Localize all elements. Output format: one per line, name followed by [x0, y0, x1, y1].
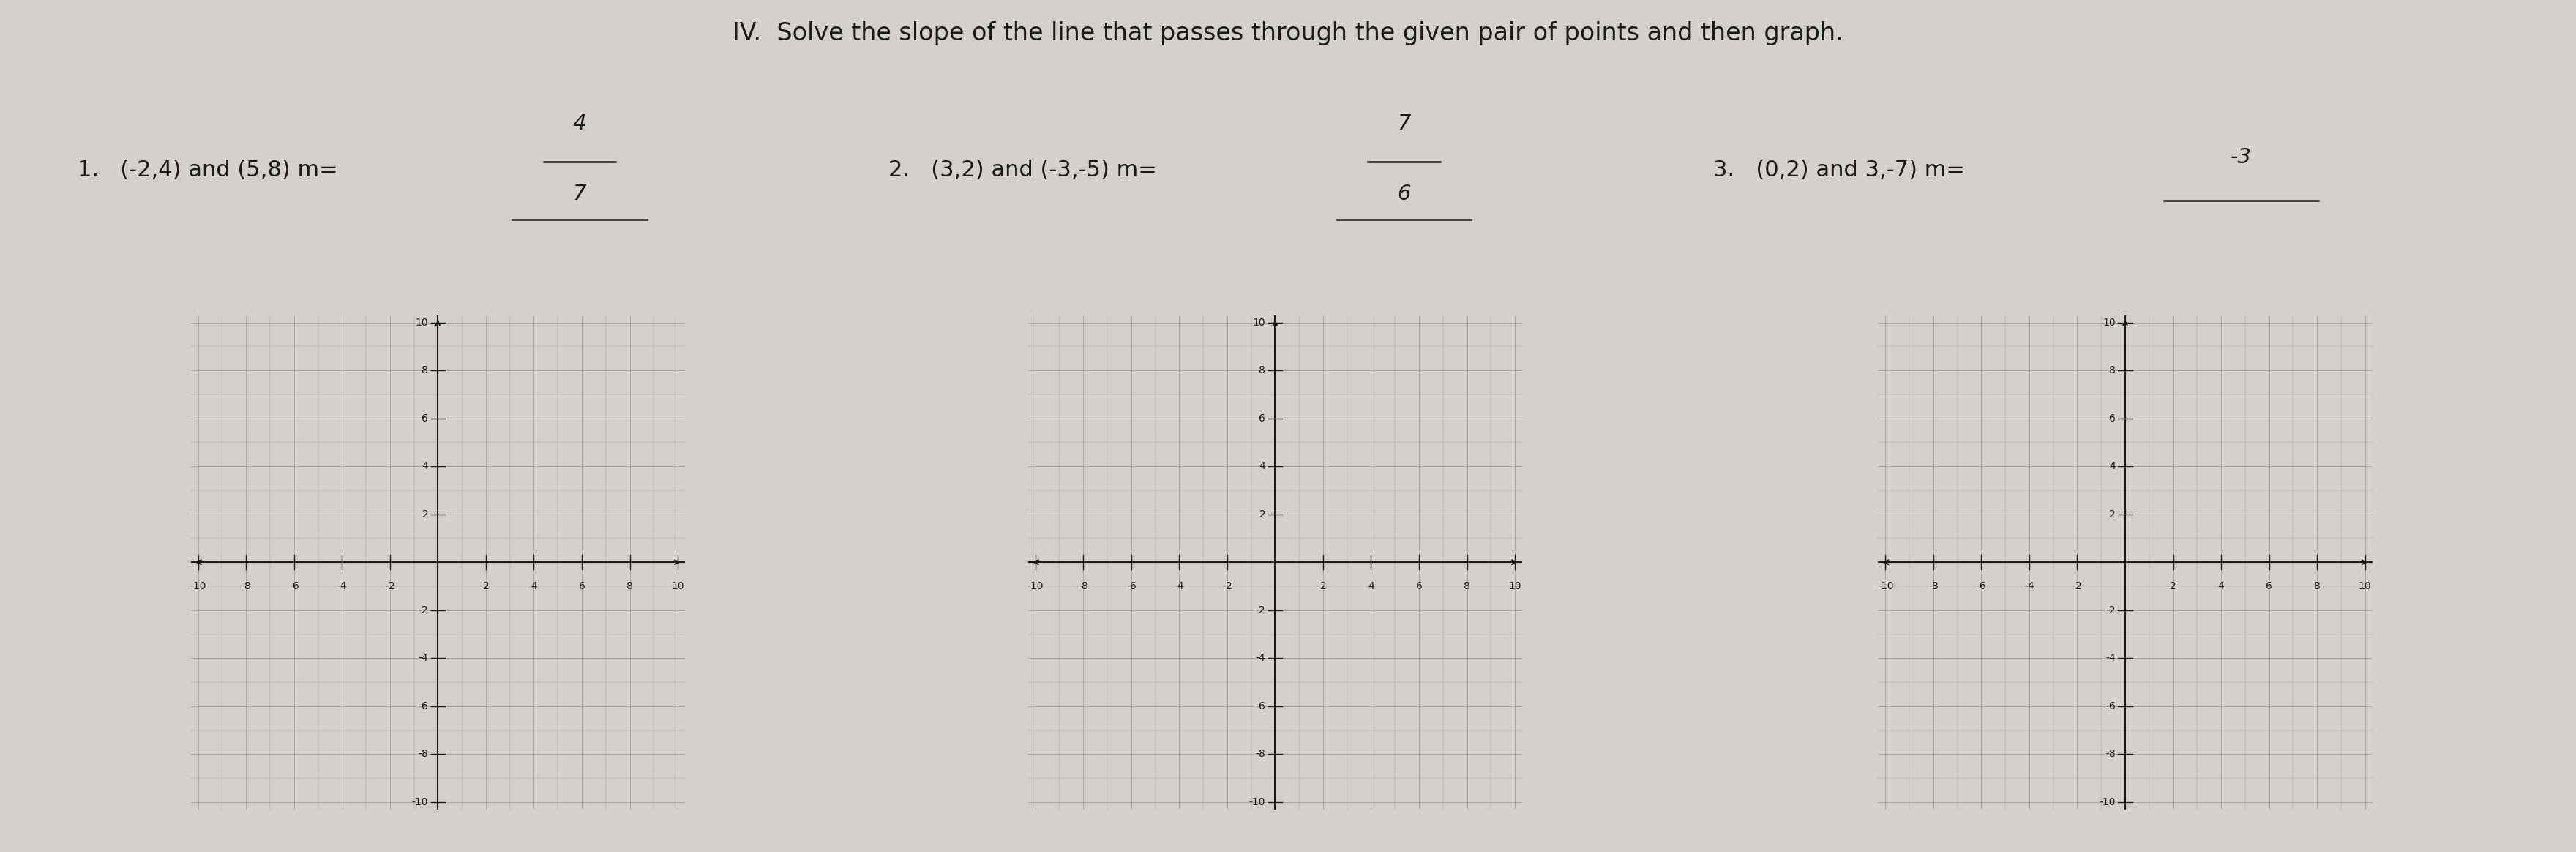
Text: -6: -6: [2105, 701, 2115, 711]
Text: 2: 2: [422, 509, 428, 520]
Text: -8: -8: [1929, 582, 1937, 592]
Text: 10: 10: [1252, 317, 1265, 327]
Text: 4: 4: [2218, 582, 2223, 592]
Text: IV.  Solve the slope of the line that passes through the given pair of points an: IV. Solve the slope of the line that pas…: [732, 21, 1844, 45]
Text: 6: 6: [2267, 582, 2272, 592]
Text: 4: 4: [2110, 461, 2115, 471]
Text: 2: 2: [1319, 582, 1327, 592]
Text: -8: -8: [417, 749, 428, 759]
Text: 2: 2: [1260, 509, 1265, 520]
Text: 4: 4: [1368, 582, 1373, 592]
Text: -4: -4: [337, 582, 348, 592]
Text: 2: 2: [2169, 582, 2177, 592]
Text: 6: 6: [2110, 413, 2115, 423]
Text: 2.   (3,2) and (-3,-5) m=: 2. (3,2) and (-3,-5) m=: [889, 160, 1157, 181]
Text: -8: -8: [242, 582, 250, 592]
Text: 7: 7: [1396, 113, 1412, 134]
Text: -10: -10: [412, 797, 428, 808]
Text: 4: 4: [422, 461, 428, 471]
Text: 2: 2: [482, 582, 489, 592]
Text: -6: -6: [417, 701, 428, 711]
Text: 4: 4: [1260, 461, 1265, 471]
Text: -3: -3: [2231, 147, 2251, 168]
Text: -4: -4: [2105, 653, 2115, 664]
Text: 3.   (0,2) and 3,-7) m=: 3. (0,2) and 3,-7) m=: [1713, 160, 1965, 181]
Text: 10: 10: [1510, 582, 1522, 592]
Text: 10: 10: [415, 317, 428, 327]
Text: 6: 6: [1260, 413, 1265, 423]
Text: 10: 10: [2102, 317, 2115, 327]
Text: 7: 7: [572, 184, 587, 204]
Text: -6: -6: [289, 582, 299, 592]
Text: -2: -2: [2071, 582, 2081, 592]
Text: 8: 8: [1463, 582, 1471, 592]
Text: -4: -4: [1255, 653, 1265, 664]
Text: -10: -10: [1878, 582, 1893, 592]
Text: 8: 8: [1260, 366, 1265, 376]
Text: -2: -2: [1255, 605, 1265, 615]
Text: 2: 2: [2110, 509, 2115, 520]
Text: -6: -6: [1255, 701, 1265, 711]
Text: 6: 6: [1396, 184, 1412, 204]
Text: 8: 8: [2110, 366, 2115, 376]
Text: -10: -10: [191, 582, 206, 592]
Text: -2: -2: [2105, 605, 2115, 615]
Text: 8: 8: [422, 366, 428, 376]
Text: 4: 4: [572, 113, 587, 134]
Text: -2: -2: [1221, 582, 1231, 592]
Text: 4: 4: [531, 582, 536, 592]
Text: -6: -6: [1976, 582, 1986, 592]
Text: 6: 6: [580, 582, 585, 592]
Text: 8: 8: [2313, 582, 2321, 592]
Text: -10: -10: [2099, 797, 2115, 808]
Text: 10: 10: [672, 582, 685, 592]
Text: 1.   (-2,4) and (5,8) m=: 1. (-2,4) and (5,8) m=: [77, 160, 337, 181]
Text: -4: -4: [417, 653, 428, 664]
Text: 8: 8: [626, 582, 634, 592]
Text: -8: -8: [1079, 582, 1087, 592]
Text: -4: -4: [1175, 582, 1185, 592]
Text: 6: 6: [422, 413, 428, 423]
Text: -2: -2: [384, 582, 394, 592]
Text: 10: 10: [2360, 582, 2372, 592]
Text: 6: 6: [1417, 582, 1422, 592]
Text: -10: -10: [1249, 797, 1265, 808]
Text: -4: -4: [2025, 582, 2035, 592]
Text: -6: -6: [1126, 582, 1136, 592]
Text: -8: -8: [2105, 749, 2115, 759]
Text: -10: -10: [1028, 582, 1043, 592]
Text: -2: -2: [417, 605, 428, 615]
Text: -8: -8: [1255, 749, 1265, 759]
